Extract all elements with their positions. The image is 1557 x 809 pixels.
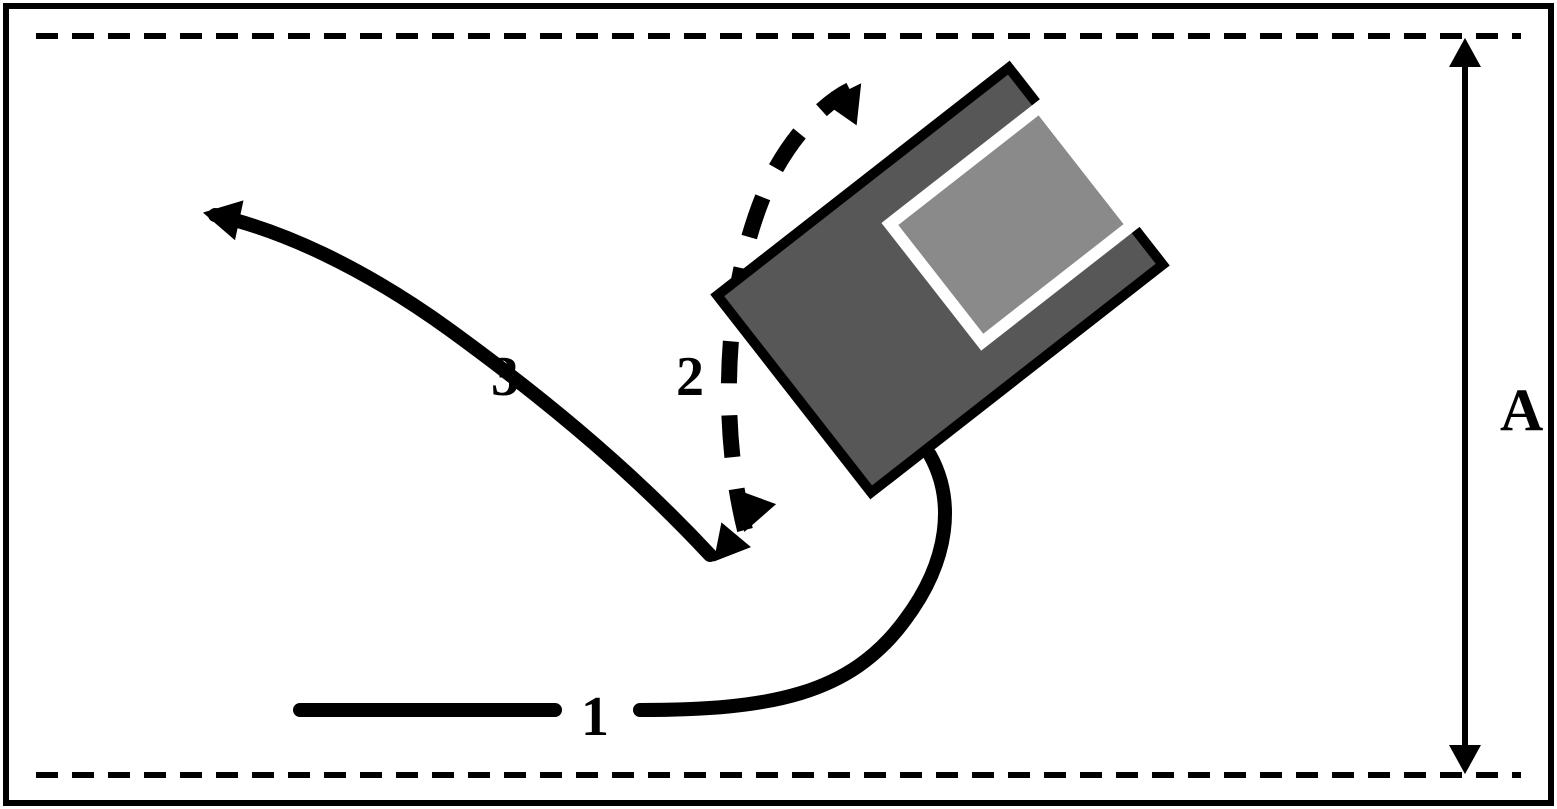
trajectory-1-label: 1 <box>581 686 609 748</box>
trajectory-2-label: 2 <box>676 346 704 408</box>
dimension-a-label: A <box>1500 377 1543 443</box>
trajectory-3-label: 3 <box>491 346 519 408</box>
